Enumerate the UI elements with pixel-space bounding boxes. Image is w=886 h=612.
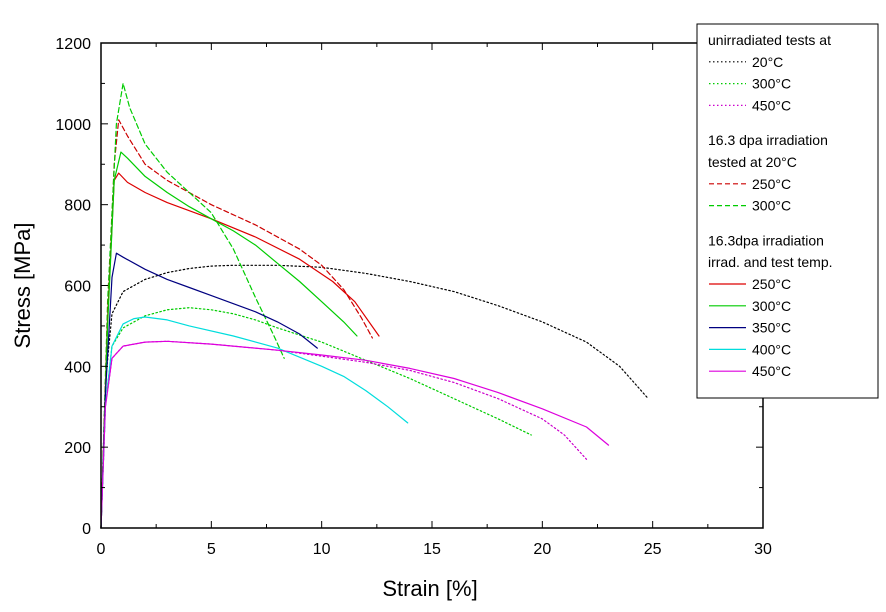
legend-label: 300°C (752, 198, 791, 214)
legend-label: 450°C (752, 97, 791, 113)
legend-label: 250°C (752, 176, 791, 192)
x-axis-title: Strain [%] (382, 576, 477, 601)
legend-label: 450°C (752, 363, 791, 379)
legend-heading: tested at 20°C (708, 154, 797, 170)
series-layer (100, 82, 649, 529)
x-tick-label: 0 (97, 541, 106, 558)
series-line-1 (100, 307, 532, 529)
ticks-layer: 0 5 10 15 20 25 30 0 200 400 600 800 1000 1200 (55, 36, 772, 558)
series-line-0 (100, 264, 649, 529)
legend-label: 20°C (752, 54, 783, 70)
legend-heading: 16.3 dpa irradiation (708, 132, 828, 148)
legend-heading: unirradiated tests at (708, 32, 831, 48)
x-tick-label: 25 (644, 541, 662, 558)
legend-heading: 16.3dpa irradiation (708, 232, 824, 248)
legend-box (696, 23, 879, 399)
y-tick-label: 200 (64, 440, 91, 457)
x-tick-label: 30 (754, 541, 772, 558)
series-line-8 (100, 316, 409, 529)
legend-label: 250°C (752, 276, 791, 292)
series-line-7 (100, 252, 318, 529)
y-tick-label: 400 (64, 359, 91, 376)
y-tick-label: 1200 (55, 36, 91, 53)
legend-label: 400°C (752, 341, 791, 357)
x-tick-label: 10 (313, 541, 331, 558)
legend-heading: irrad. and test temp. (708, 254, 833, 270)
series-line-6 (100, 151, 358, 529)
legend-label: 350°C (752, 320, 791, 336)
y-tick-label: 0 (82, 521, 91, 538)
series-line-4 (100, 82, 285, 529)
legend-label: 300°C (752, 76, 791, 92)
legend: unirradiated tests at 20°C 300°C 450°C 16.3 … (696, 23, 879, 399)
series-line-9 (100, 340, 610, 529)
y-tick-label: 600 (64, 279, 91, 296)
x-tick-label: 5 (207, 541, 216, 558)
y-tick-label: 800 (64, 198, 91, 215)
legend-label: 300°C (752, 298, 791, 314)
x-tick-label: 20 (533, 541, 551, 558)
y-axis-title: Stress [MPa] (10, 223, 35, 349)
x-tick-label: 15 (423, 541, 441, 558)
y-tick-label: 1000 (55, 117, 91, 134)
